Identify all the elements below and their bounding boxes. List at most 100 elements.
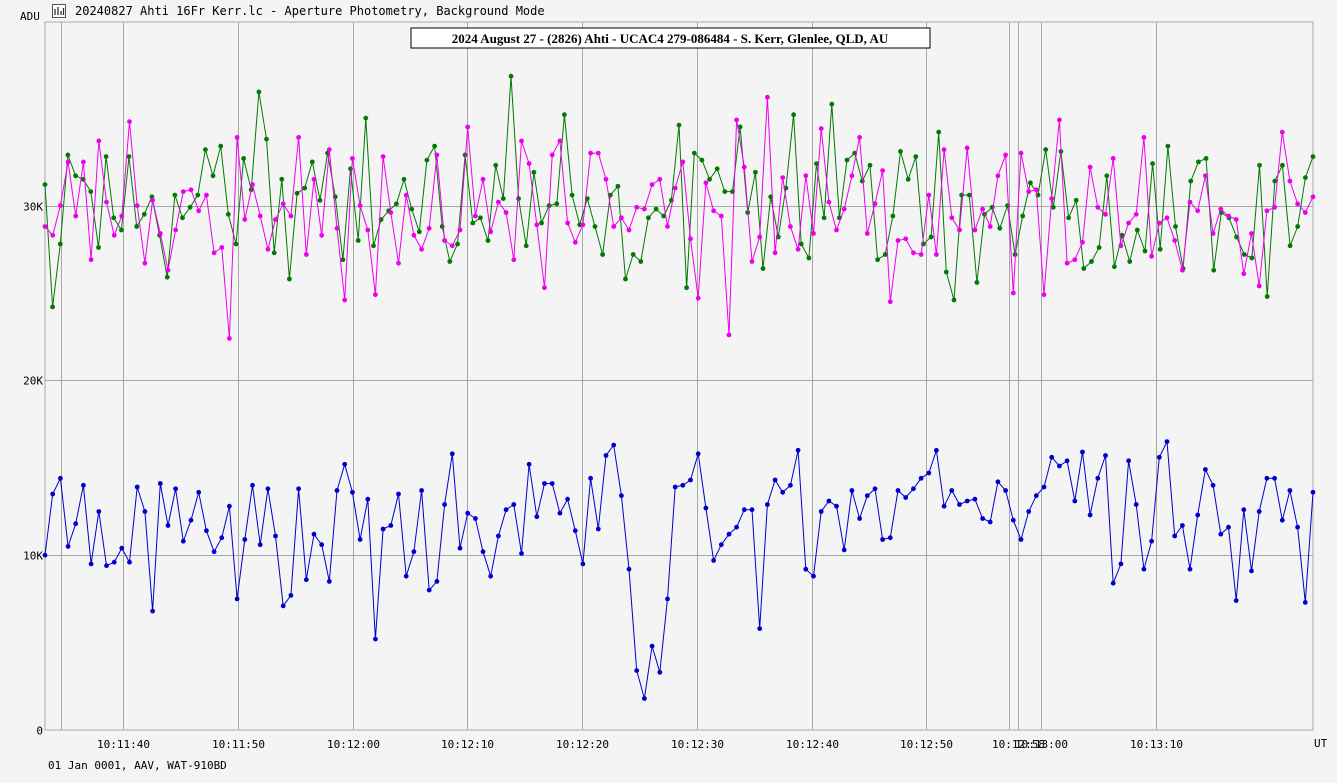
data-point — [572, 239, 578, 245]
data-point — [565, 496, 570, 502]
y-axis-ticks: 0 10K 20K 30K — [23, 201, 43, 738]
data-point — [180, 189, 186, 195]
data-point — [966, 192, 972, 198]
data-point — [42, 224, 48, 229]
data-point — [434, 579, 440, 584]
data-point — [542, 285, 547, 291]
data-point — [411, 232, 417, 238]
data-point — [233, 241, 239, 247]
data-point — [342, 461, 348, 467]
data-point — [592, 224, 598, 229]
data-point — [142, 260, 148, 266]
data-point — [411, 549, 417, 555]
data-point — [890, 213, 896, 219]
data-point — [957, 227, 962, 233]
data-point — [1003, 488, 1008, 493]
data-point — [765, 502, 770, 507]
data-point — [303, 577, 309, 583]
data-point — [949, 488, 955, 493]
data-point — [1180, 523, 1185, 528]
data-point — [319, 232, 325, 238]
data-point — [1073, 197, 1079, 203]
data-point — [1049, 196, 1055, 202]
data-point — [1112, 264, 1117, 270]
data-point — [250, 482, 255, 488]
data-point — [119, 227, 124, 233]
grid-layer — [44, 21, 1314, 731]
data-point — [1104, 173, 1110, 179]
data-point — [1141, 566, 1147, 572]
data-point — [257, 213, 263, 219]
data-point — [703, 180, 709, 186]
data-point — [1041, 484, 1047, 490]
data-point — [718, 213, 724, 219]
data-point — [426, 587, 432, 593]
data-point — [676, 122, 682, 128]
data-point — [680, 482, 686, 488]
data-point — [795, 447, 801, 453]
data-point — [50, 491, 56, 497]
data-point — [580, 561, 586, 567]
data-point — [1057, 117, 1062, 123]
data-point — [111, 232, 117, 238]
data-point — [1118, 243, 1124, 249]
data-point — [1049, 454, 1055, 460]
data-point — [165, 523, 171, 528]
data-point — [73, 521, 79, 527]
data-point — [841, 547, 847, 553]
data-point — [806, 255, 812, 261]
data-point — [921, 241, 926, 247]
data-point — [653, 206, 659, 212]
data-point — [672, 484, 678, 490]
data-point — [1005, 203, 1010, 209]
data-point — [1241, 507, 1247, 513]
data-point — [1033, 187, 1039, 193]
data-point — [943, 269, 949, 275]
data-point — [1187, 566, 1193, 572]
y-tick-label: 20K — [23, 375, 43, 388]
data-point — [496, 199, 501, 205]
data-point — [264, 136, 269, 142]
data-point — [419, 246, 424, 252]
data-point — [1072, 498, 1078, 504]
data-point — [1196, 159, 1201, 165]
data-point — [180, 538, 186, 544]
data-point — [989, 204, 995, 210]
chart-icon[interactable] — [52, 4, 66, 18]
data-point — [81, 482, 86, 488]
data-point — [355, 238, 361, 243]
data-point — [826, 199, 832, 205]
data-point — [1081, 266, 1087, 271]
data-point — [1156, 220, 1162, 226]
data-point — [818, 126, 824, 131]
data-point — [905, 176, 911, 182]
data-point — [1302, 210, 1308, 215]
data-point — [227, 336, 232, 341]
data-point — [791, 112, 796, 118]
data-point — [557, 510, 563, 516]
data-point — [257, 542, 263, 548]
data-point — [1218, 531, 1224, 537]
chart-title: 2024 August 27 - (2826) Ahti - UCAC4 279… — [452, 31, 889, 46]
data-point — [126, 154, 132, 160]
data-point — [473, 213, 478, 219]
data-point — [273, 533, 278, 539]
series-0 — [42, 439, 1316, 701]
data-point — [96, 509, 102, 514]
data-point — [749, 259, 755, 264]
data-point — [941, 503, 947, 509]
data-point — [703, 505, 709, 511]
data-point — [1226, 524, 1231, 530]
series-line — [44, 97, 1314, 339]
data-point — [1072, 257, 1078, 263]
data-point — [493, 162, 499, 168]
data-point — [630, 252, 636, 257]
data-point — [1211, 267, 1217, 273]
data-point — [741, 164, 747, 170]
data-point — [319, 542, 325, 548]
data-point — [342, 297, 348, 303]
data-point — [50, 304, 55, 310]
data-point — [157, 231, 163, 236]
data-point — [972, 227, 978, 233]
data-point — [934, 252, 939, 257]
